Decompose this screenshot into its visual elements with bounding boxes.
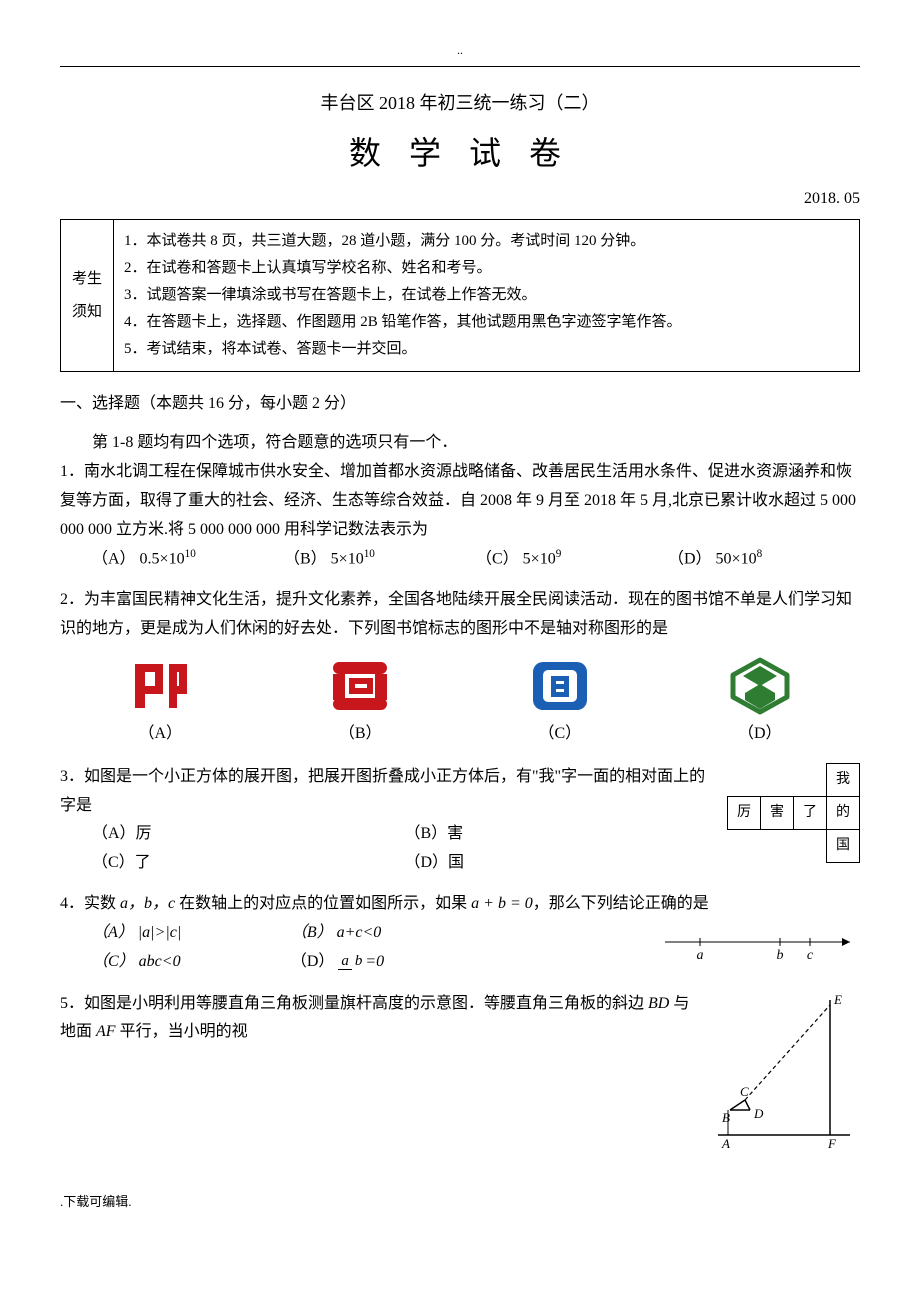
q4-number: 4． [60,895,84,912]
q2-logos [60,656,860,716]
q4-d-eq: =0 [365,953,384,970]
fig-A: A [721,1136,730,1150]
q4-opt-b: （B） a+c<0 [291,919,660,948]
fig-E: E [833,992,842,1007]
q4-d-pre: （D） [291,953,339,970]
question-5: E C B D A F 5．如图是小明利用等腰直角三角板测量旗杆高度的示意图．等… [60,990,860,1161]
q3-opt-d: （D）国 [405,849,718,878]
top-rule [60,66,860,67]
q1-d-exp: 8 [757,548,763,560]
question-2: 2．为丰富国民精神文化生活，提升文化素养，全国各地陆续开展全民阅读活动．现在的图… [60,586,860,748]
question-3: 我 厉 害 了 的 国 3．如图是一个小正方体的展开图，把展开图折叠成小正方体后… [60,763,860,878]
q1-opt-d: （D） 50×108 [668,544,860,574]
numline-a: a [697,948,704,963]
notice-item-2: 2．在试卷和答题卡上认真填写学校名称、姓名和考号。 [124,255,849,282]
cube-cell-4: 的 [827,796,860,829]
cube-cell-bot: 国 [827,829,860,862]
cube-cell-3: 了 [794,796,827,829]
q3-number: 3． [60,768,84,785]
number-line-figure: a b c [660,927,860,978]
q4-a-txt: （A） |a|>|c| [92,924,181,941]
q1-c-base: （C） 5×10 [476,551,556,568]
q4-opt-a: （A） |a|>|c| [92,919,291,948]
q1-opt-b: （B） 5×1010 [284,544,476,574]
q3-opt-c: （C）了 [92,849,405,878]
q1-text: 南水北调工程在保障城市供水安全、增加首都水资源战略储备、改善居民生活用水条件、促… [60,463,856,538]
section-1-sub: 第 1-8 题均有四个选项，符合题意的选项只有一个． [60,429,860,458]
q2-number: 2． [60,591,84,608]
q2-label-a: （A） [138,720,182,749]
q4-text-p1: 实数 [84,895,120,912]
q1-a-base: （A） 0.5×10 [92,551,185,568]
cube-cell-1: 厉 [728,796,761,829]
logo-d-icon [725,656,795,716]
notice-item-3: 3．试题答案一律填涂或书写在答题卡上，在试卷上作答无效。 [124,282,849,309]
question-1: 1．南水北调工程在保障城市供水安全、增加首都水资源战略储备、改善居民生活用水条件… [60,458,860,575]
q4-text-p3: ，那么下列结论正确的是 [533,895,709,912]
q4-options: （A） |a|>|c| （B） a+c<0 （C） abc<0 （D） ab=0 [60,919,660,977]
q4-vars: a，b，c [120,895,179,912]
main-title: 数 学 试 卷 [60,125,860,183]
q5-number: 5． [60,995,84,1012]
q1-options: （A） 0.5×1010 （B） 5×1010 （C） 5×109 （D） 50… [60,544,860,574]
q3-text: 如图是一个小正方体的展开图，把展开图折叠成小正方体后，有"我"字一面的相对面上的… [60,768,705,814]
footer-text: .下载可编辑. [60,1190,860,1213]
q1-c-exp: 9 [556,548,562,560]
logo-a-icon [125,656,195,716]
top-dots: .. [60,40,860,62]
subtitle: 丰台区 2018 年初三统一练习（二） [60,87,860,119]
q1-a-exp: 10 [185,548,196,560]
q2-label-d: （D） [738,720,782,749]
q4-c-txt: （C） abc<0 [92,953,181,970]
notice-item-5: 5．考试结束，将本试卷、答题卡一并交回。 [124,336,849,363]
fig-D: D [753,1106,764,1121]
q4-text-p2: 在数轴上的对应点的位置如图所示，如果 [179,895,471,912]
section-1-title: 一、选择题（本题共 16 分，每小题 2 分） [60,390,860,419]
notice-item-1: 1．本试卷共 8 页，共三道大题，28 道小题，满分 100 分。考试时间 12… [124,228,849,255]
q4-b-txt: （B） a+c<0 [291,924,381,941]
q5-text-p1: 如图是小明利用等腰直角三角板测量旗杆高度的示意图．等腰直角三角板的斜边 [84,995,648,1012]
q5-bd: BD [648,995,673,1012]
fig-B: B [722,1110,730,1125]
fig-F: F [827,1136,837,1150]
q2-label-c: （C） [538,720,581,749]
q1-b-exp: 10 [364,548,375,560]
cube-net-figure: 我 厉 害 了 的 国 [727,763,860,863]
cube-cell-2: 害 [761,796,794,829]
q4-eq: a + b = 0 [471,895,533,912]
numline-b: b [777,948,784,963]
q3-opt-b: （B）害 [405,820,718,849]
q5-af: AF [96,1023,120,1040]
q1-b-base: （B） 5×10 [284,551,364,568]
date: 2018. 05 [60,185,860,214]
question-4: 4．实数 a，b，c 在数轴上的对应点的位置如图所示，如果 a + b = 0，… [60,890,860,978]
q5-text-p3: 平行，当小明的视 [120,1023,248,1040]
q4-opt-c: （C） abc<0 [92,948,291,977]
notice-box: 考生须知 1．本试卷共 8 页，共三道大题，28 道小题，满分 100 分。考试… [60,219,860,372]
q2-labels: （A） （B） （C） （D） [60,720,860,749]
q1-d-base: （D） 50×10 [668,551,757,568]
logo-b-icon [325,656,395,716]
notice-side-label: 考生须知 [61,220,114,372]
q3-options: （A）厉 （B）害 （C）了 （D）国 [60,820,717,878]
notice-side-text: 考生须知 [72,271,102,320]
notice-item-4: 4．在答题卡上，选择题、作图题用 2B 铅笔作答，其他试题用黑色字迹签字笔作答。 [124,309,849,336]
q1-opt-a: （A） 0.5×1010 [92,544,284,574]
q2-label-b: （B） [339,720,382,749]
q2-text: 为丰富国民精神文化生活，提升文化素养，全国各地陆续开展全民阅读活动．现在的图书馆… [60,591,852,637]
q1-number: 1． [60,463,84,480]
q3-opt-a: （A）厉 [92,820,405,849]
q4-opt-d: （D） ab=0 [291,948,660,977]
numline-c: c [807,948,814,963]
flag-figure: E C B D A F [700,990,860,1161]
fig-C: C [740,1084,749,1099]
cube-cell-top: 我 [827,763,860,796]
q1-opt-c: （C） 5×109 [476,544,668,574]
logo-c-icon [525,656,595,716]
notice-body: 1．本试卷共 8 页，共三道大题，28 道小题，满分 100 分。考试时间 12… [114,220,860,372]
